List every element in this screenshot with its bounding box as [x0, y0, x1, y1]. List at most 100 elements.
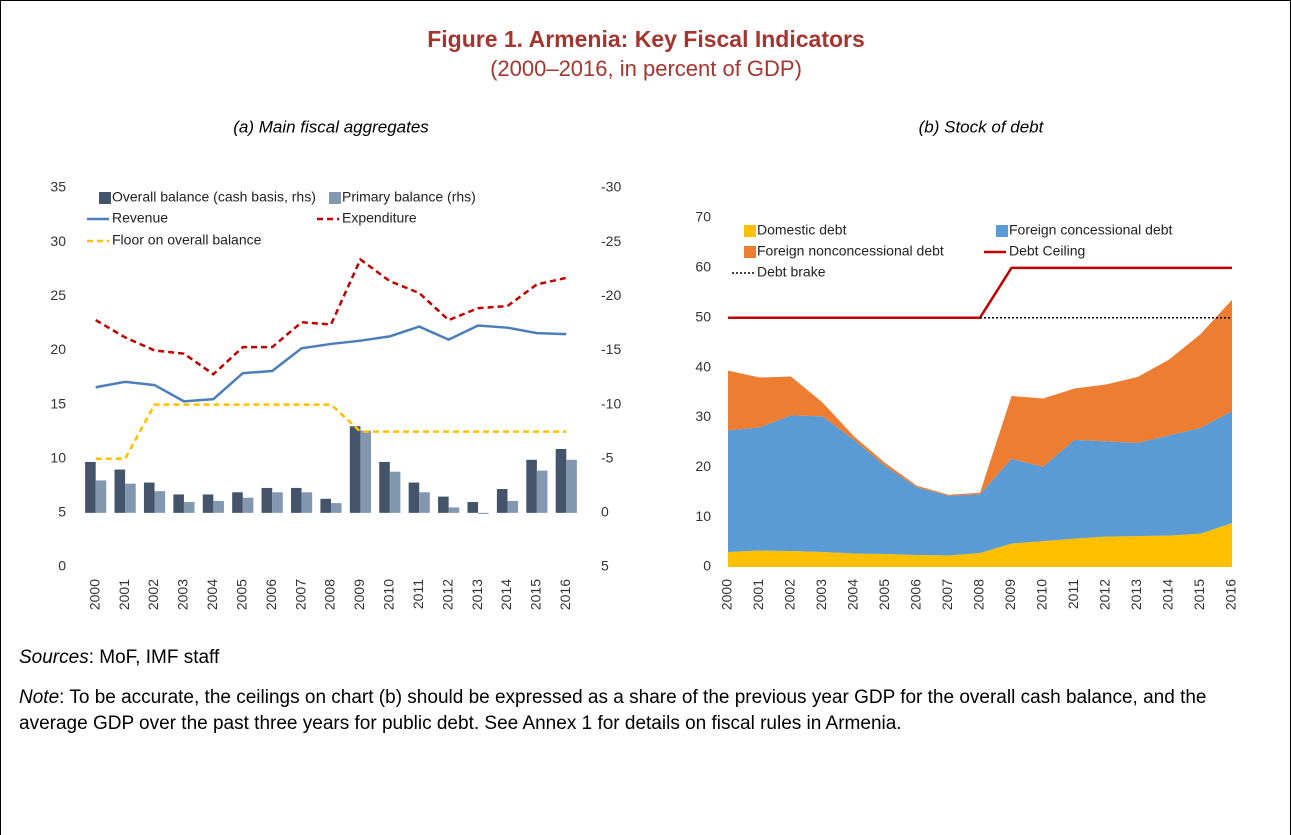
x-tick-label: 2008	[971, 579, 987, 610]
legend-swatch	[996, 225, 1008, 237]
bar	[536, 470, 548, 513]
y-tick-label: 15	[50, 395, 66, 411]
legend-label: Overall balance (cash basis, rhs)	[112, 189, 316, 205]
y-tick-label: 10	[50, 449, 66, 465]
bar	[467, 502, 479, 513]
bar	[272, 492, 283, 513]
bar	[301, 492, 313, 513]
bar	[173, 494, 184, 513]
bar	[496, 489, 508, 513]
bar	[114, 469, 126, 513]
y-tick-label: 70	[695, 209, 711, 225]
figure-subtitle: (2000–2016, in percent of GDP)	[490, 56, 802, 81]
x-tick-label: 2015	[528, 579, 544, 610]
bar	[261, 487, 273, 513]
y-tick-label: 20	[695, 458, 711, 474]
x-tick-label: 2015	[1191, 579, 1207, 610]
figure-canvas: Figure 1. Armenia: Key Fiscal Indicators…	[50, 26, 1239, 610]
y-tick-label: 60	[695, 259, 711, 275]
x-tick-label: 2002	[145, 579, 161, 610]
bar	[320, 498, 331, 513]
legend-swatch	[744, 246, 756, 258]
area	[728, 410, 1232, 556]
y2-tick-label: -25	[601, 233, 621, 249]
y-tick-label: 35	[50, 179, 66, 195]
legend-label: Debt Ceiling	[1009, 243, 1085, 259]
bar	[85, 461, 96, 513]
x-tick-label: 2008	[322, 579, 338, 610]
legend-swatch	[329, 192, 341, 204]
x-tick-label: 2005	[876, 579, 892, 610]
x-tick-label: 2002	[782, 579, 798, 610]
legend-label: Foreign concessional debt	[1009, 222, 1173, 238]
y2-tick-label: -5	[601, 449, 614, 465]
x-tick-label: 2006	[263, 579, 279, 610]
x-tick-label: 2004	[845, 579, 861, 610]
bar	[389, 471, 401, 513]
legend-label: Revenue	[112, 210, 168, 226]
y-tick-label: 25	[50, 287, 66, 303]
bar	[125, 483, 136, 513]
chart-title: (b) Stock of debt	[919, 117, 1045, 136]
x-tick-label: 2005	[233, 579, 249, 610]
legend-label: Foreign nonconcessional debt	[757, 243, 944, 259]
note: Note: To be accurate, the ceilings on ch…	[19, 685, 1274, 737]
y-tick-label: 40	[695, 358, 711, 374]
bar	[408, 482, 420, 513]
y-tick-label: 10	[695, 508, 711, 524]
x-tick-label: 2003	[175, 579, 191, 610]
x-tick-label: 2011	[1065, 579, 1081, 609]
bar	[478, 512, 489, 514]
legend-swatch	[99, 192, 111, 204]
y2-tick-label: -10	[601, 395, 621, 411]
line	[95, 257, 567, 376]
sources: Sources: MoF, IMF staff	[19, 645, 1274, 671]
bar	[331, 503, 342, 513]
bar	[419, 492, 430, 513]
x-tick-label: 2004	[204, 579, 220, 610]
y2-tick-label: 0	[601, 504, 609, 520]
x-tick-label: 2016	[1223, 579, 1239, 610]
legend-swatch	[744, 225, 756, 237]
x-tick-label: 2011	[410, 579, 426, 609]
x-tick-label: 2010	[381, 579, 397, 610]
bar	[360, 430, 371, 513]
x-tick-label: 2003	[813, 579, 829, 610]
bar	[526, 459, 537, 513]
bar	[438, 496, 449, 513]
y-tick-label: 20	[50, 341, 66, 357]
bar	[242, 497, 254, 513]
bar	[291, 487, 302, 513]
bar	[379, 461, 390, 513]
line	[95, 324, 567, 403]
bar	[154, 491, 166, 513]
legend-label: Primary balance (rhs)	[342, 189, 476, 205]
bar	[349, 426, 361, 513]
sources-label: Sources	[19, 647, 89, 668]
legend-label: Domestic debt	[757, 222, 847, 238]
x-tick-label: 2009	[1002, 579, 1018, 610]
figure-title: Figure 1. Armenia: Key Fiscal Indicators	[427, 26, 865, 52]
x-tick-label: 2010	[1034, 579, 1050, 610]
bar	[232, 492, 243, 513]
x-tick-label: 2007	[939, 579, 955, 610]
bar	[95, 480, 107, 513]
x-tick-label: 2013	[1128, 579, 1144, 610]
x-tick-label: 2013	[469, 579, 485, 610]
legend-label: Expenditure	[342, 210, 417, 226]
bar	[566, 459, 577, 513]
x-tick-label: 2014	[1160, 579, 1176, 610]
chart-title: (a) Main fiscal aggregates	[233, 117, 429, 136]
legend-label: Floor on overall balance	[112, 232, 262, 248]
x-tick-label: 2007	[292, 579, 308, 610]
note-text: : To be accurate, the ceilings on chart …	[19, 687, 1207, 734]
x-tick-label: 2012	[1097, 579, 1113, 610]
bar	[448, 507, 460, 513]
x-tick-label: 2000	[719, 579, 735, 610]
legend-label: Debt brake	[757, 264, 826, 280]
y2-tick-label: -15	[601, 341, 621, 357]
x-tick-label: 2006	[908, 579, 924, 610]
x-tick-label: 2012	[439, 579, 455, 610]
area	[728, 299, 1232, 496]
